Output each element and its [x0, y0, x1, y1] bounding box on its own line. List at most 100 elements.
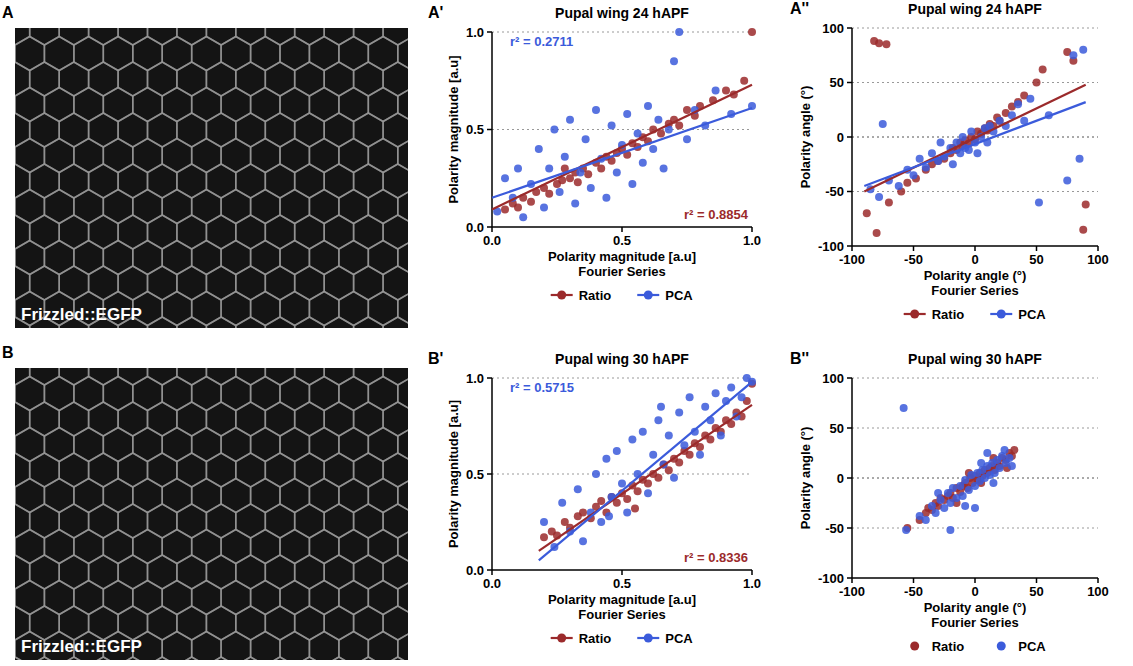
- legend-label: PCA: [665, 288, 693, 303]
- x-tick: [751, 570, 753, 575]
- point: [1026, 95, 1034, 103]
- point: [910, 171, 918, 179]
- point: [545, 190, 553, 198]
- cell-outline: [383, 317, 408, 328]
- point: [1005, 454, 1013, 462]
- point: [514, 165, 522, 173]
- grid-line: [492, 474, 752, 475]
- x-tick-label: 100: [1087, 252, 1109, 267]
- cell-outline: [118, 28, 147, 45]
- point: [934, 489, 942, 497]
- fit-line: [539, 405, 752, 551]
- cell-outline: [59, 657, 88, 660]
- point: [605, 512, 613, 520]
- cell-outline: [15, 28, 30, 45]
- grid-line: [852, 378, 1098, 379]
- x-axis-title: Polarity angle (°): [924, 600, 1027, 615]
- panel-letter: A'': [790, 0, 809, 17]
- point: [932, 509, 940, 517]
- y-tick-label: 0.0: [466, 563, 484, 578]
- point: [946, 526, 954, 534]
- cell-outline: [354, 317, 384, 328]
- x-axis-subtitle: Fourier Series: [578, 264, 665, 279]
- y-tick: [487, 569, 492, 571]
- cell-outline: [206, 657, 235, 660]
- x-tick: [1097, 246, 1099, 251]
- legend-item: PCA: [990, 307, 1046, 322]
- point: [916, 155, 924, 163]
- cell-outline: [309, 632, 339, 661]
- grid-line: [852, 428, 1098, 429]
- legend: RatioPCA: [910, 639, 1046, 654]
- micrograph-background: [15, 368, 408, 660]
- cell-outline: [265, 368, 294, 385]
- grid-line: [492, 378, 752, 379]
- point: [701, 403, 709, 411]
- grid-line: [852, 82, 1098, 83]
- point: [597, 497, 605, 505]
- cell-outline: [236, 368, 265, 385]
- x-tick-label: -100: [839, 584, 865, 599]
- y-tick-label: 0.0: [466, 220, 484, 235]
- point: [940, 504, 948, 512]
- cell-outline: [265, 317, 294, 328]
- y-tick-label: -100: [818, 239, 844, 254]
- point: [1069, 51, 1077, 59]
- fit-line: [864, 102, 1085, 186]
- cell-outline: [383, 606, 408, 640]
- cell-outline: [15, 368, 30, 385]
- point: [937, 138, 945, 146]
- y-tick-label: -100: [818, 571, 844, 586]
- cell-outline: [251, 632, 280, 661]
- point: [996, 117, 1004, 125]
- legend-marker: [557, 634, 566, 643]
- point: [660, 165, 668, 173]
- x-axis-title: Polarity angle (°): [924, 268, 1027, 283]
- cell-outline: [280, 632, 309, 661]
- cell-outline: [148, 317, 177, 328]
- cell-outline: [89, 368, 119, 385]
- x-tick: [621, 570, 623, 575]
- point: [670, 57, 678, 65]
- point: [582, 135, 590, 143]
- point: [558, 499, 566, 507]
- cell-outline: [265, 657, 294, 660]
- y-tick: [847, 477, 852, 479]
- point: [1076, 155, 1084, 163]
- x-tick: [913, 246, 915, 251]
- point: [535, 145, 543, 153]
- cell-outline: [30, 28, 60, 45]
- cell-outline: [383, 164, 408, 198]
- point: [712, 87, 720, 95]
- cell-outline: [383, 504, 408, 538]
- point: [937, 496, 945, 504]
- plot-area: [492, 28, 756, 221]
- point: [613, 447, 621, 455]
- grid-line: [852, 28, 1098, 29]
- point: [696, 443, 704, 451]
- legend-item: Ratio: [904, 307, 965, 322]
- point: [949, 484, 957, 492]
- cell-outline: [383, 113, 408, 147]
- point: [540, 533, 548, 541]
- cell-outline: [398, 632, 408, 661]
- x-tick-label: 0.0: [483, 576, 501, 591]
- y-tick: [487, 129, 492, 131]
- cell-outline: [339, 632, 368, 661]
- point: [989, 479, 997, 487]
- point: [748, 28, 756, 36]
- y-tick: [847, 577, 852, 579]
- x-tick-label: -50: [904, 252, 923, 267]
- cell-outline: [118, 657, 147, 660]
- point: [971, 504, 979, 512]
- cell-outline: [295, 28, 325, 45]
- cell-outline: [177, 368, 207, 385]
- cell-outline: [89, 28, 119, 45]
- point: [873, 229, 881, 237]
- point: [875, 193, 883, 201]
- y-axis-title: Polarity magnitude [a.u]: [446, 400, 461, 548]
- grid-line: [492, 129, 752, 130]
- legend-marker: [997, 310, 1006, 319]
- point: [900, 404, 908, 412]
- point: [686, 451, 694, 459]
